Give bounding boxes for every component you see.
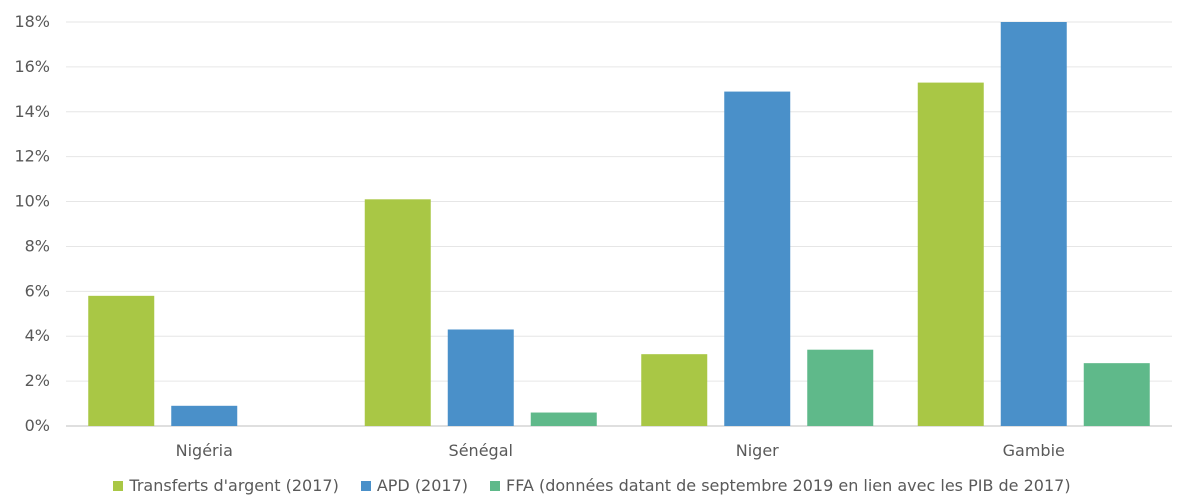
legend-swatch-transferts [113,480,124,491]
bar-niger-series-2 [807,349,874,426]
bars [88,22,1150,427]
y-tick-label: 10% [14,192,50,211]
bar-nigeria-series-0 [88,295,155,426]
bar-gambie-series-0 [917,82,984,426]
y-tick-label: 2% [25,371,50,390]
y-tick-label: 0% [25,416,50,435]
x-category-label: Gambie [1003,441,1065,460]
legend-swatch-apd [360,480,371,491]
legend-label-transferts: Transferts d'argent (2017) [129,476,339,495]
bar-nigeria-series-1 [171,405,238,426]
bar-senegal-series-2 [530,412,597,426]
y-tick-label: 6% [25,281,50,300]
legend-label-ffa: FFA (données datant de septembre 2019 en… [506,476,1071,495]
grid-lines [66,21,1172,427]
y-tick-label: 12% [14,147,50,166]
bar-senegal-series-1 [447,329,514,426]
y-tick-label: 14% [14,102,50,121]
x-axis-labels: Nigéria Sénégal Niger Gambie [176,441,1065,460]
bar-senegal-series-0 [364,199,431,426]
x-category-label: Sénégal [449,441,513,460]
legend-item-apd: APD (2017) [360,476,469,495]
y-axis-ticks: 0% 2% 4% 6% 8% 10% 12% 14% 16% 18% [14,12,50,435]
legend-label-apd: APD (2017) [376,476,469,495]
y-tick-label: 8% [25,236,50,255]
bar-gambie-series-2 [1083,363,1150,426]
bar-niger-series-1 [724,91,791,427]
legend-item-transferts: Transferts d'argent (2017) [113,476,339,495]
legend: Transferts d'argent (2017) APD (2017) FF… [0,476,1184,495]
y-tick-label: 4% [25,326,50,345]
y-tick-label: 18% [14,12,50,31]
legend-item-ffa: FFA (données datant de septembre 2019 en… [490,476,1071,495]
bar-niger-series-0 [641,354,708,426]
x-category-label: Niger [736,441,779,460]
bar-gambie-series-1 [1000,22,1067,426]
y-tick-label: 16% [14,57,50,76]
x-category-label: Nigéria [176,441,233,460]
legend-swatch-ffa [490,480,501,491]
